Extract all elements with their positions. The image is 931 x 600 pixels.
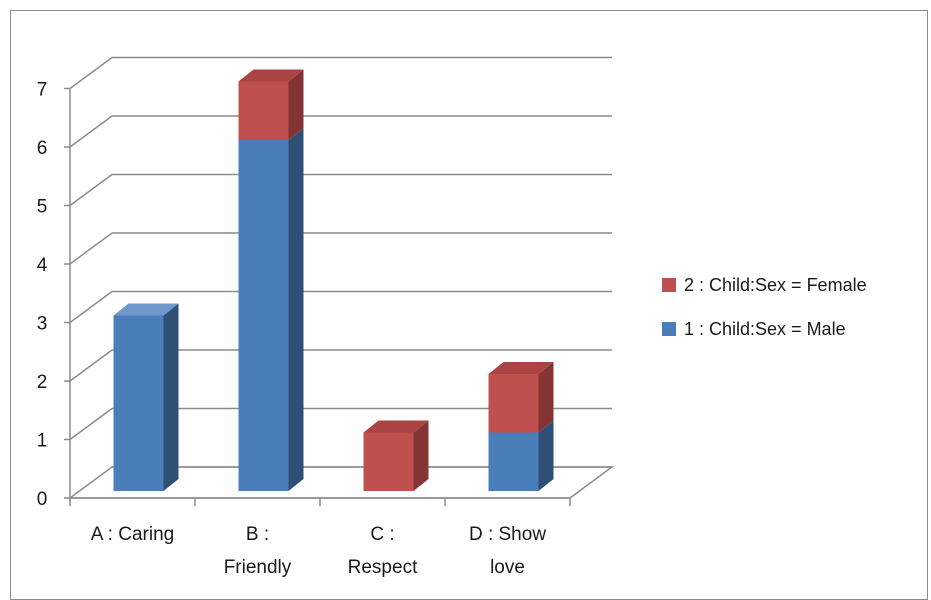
legend-swatch xyxy=(662,322,676,336)
legend-label: 1 : Child:Sex = Male xyxy=(684,319,846,339)
bar-side xyxy=(288,128,304,491)
bar-front xyxy=(363,432,414,491)
bar-side xyxy=(538,420,554,491)
bar-segment xyxy=(488,362,554,433)
legend: 2 : Child:Sex = Female 1 : Child:Sex = Ma… xyxy=(662,275,867,339)
y-tick-label: 0 xyxy=(37,489,48,510)
bar-front xyxy=(238,140,289,491)
bar-side xyxy=(288,69,304,140)
bar-side xyxy=(413,420,429,491)
bars xyxy=(113,69,554,491)
bar-front xyxy=(238,81,289,140)
category-label: C : xyxy=(370,524,394,545)
bar-front xyxy=(113,315,164,491)
bar-top xyxy=(113,303,179,316)
y-tick-label: 1 xyxy=(37,431,48,452)
bar-side xyxy=(538,362,554,433)
category-labels: A : Caring B : Friendly C : Respect D : Show l… xyxy=(91,524,547,578)
category-label: Respect xyxy=(348,557,418,578)
gridline-wall xyxy=(69,349,113,382)
category-label: B : xyxy=(246,524,269,545)
y-tick-label: 7 xyxy=(37,80,48,101)
category-label: love xyxy=(490,557,525,578)
gridline-wall xyxy=(69,232,113,265)
bar-front xyxy=(488,432,539,491)
y-tick-labels: 0 1 2 3 4 5 6 7 xyxy=(37,80,48,511)
legend-swatch xyxy=(662,278,676,292)
gridline-wall xyxy=(69,56,113,90)
bar-segment xyxy=(113,303,179,491)
axes xyxy=(64,87,571,506)
bar-top xyxy=(363,420,429,433)
category-label: D : Show xyxy=(469,524,546,545)
legend-label: 2 : Child:Sex = Female xyxy=(684,275,867,295)
y-tick-label: 4 xyxy=(37,255,48,276)
gridline-wall xyxy=(69,290,113,324)
bar-side xyxy=(163,303,179,491)
gridline-wall xyxy=(69,173,113,207)
y-tick-label: 6 xyxy=(37,138,48,159)
bar-front xyxy=(488,374,539,433)
bar-segment xyxy=(488,420,554,491)
gridlines xyxy=(69,56,612,468)
gridline-wall xyxy=(69,115,113,148)
gridline-wall xyxy=(69,407,113,441)
y-tick-label: 2 xyxy=(37,372,48,393)
y-tick-label: 5 xyxy=(37,197,48,218)
y-tick-label: 3 xyxy=(37,314,48,335)
bar-top xyxy=(488,362,554,374)
bar-segment xyxy=(238,69,304,140)
bar-segment xyxy=(363,420,429,491)
bar-segment xyxy=(238,128,304,491)
category-label: Friendly xyxy=(224,557,292,578)
bar-top xyxy=(238,69,304,82)
category-label: A : Caring xyxy=(91,524,174,545)
